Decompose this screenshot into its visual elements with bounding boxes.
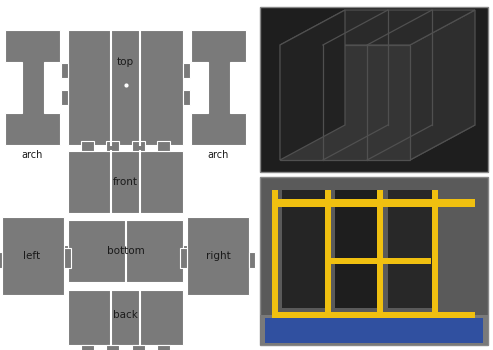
Bar	[106, 141, 119, 151]
Bar	[81, 345, 94, 350]
Bar	[157, 141, 170, 151]
Polygon shape	[280, 45, 410, 160]
Bar	[377, 190, 383, 320]
Bar	[432, 190, 438, 320]
Bar	[325, 190, 331, 320]
Bar	[61, 90, 68, 105]
Bar	[64, 248, 71, 268]
Bar	[0, 252, 2, 268]
Bar	[328, 258, 430, 264]
Text: bottom: bottom	[106, 246, 144, 256]
Bar	[260, 7, 488, 172]
Text: back: back	[113, 310, 138, 320]
Bar	[187, 217, 249, 295]
Text: left: left	[23, 251, 40, 261]
Text: arch: arch	[22, 150, 43, 160]
Bar	[132, 141, 144, 151]
Bar	[260, 315, 488, 345]
Bar	[81, 141, 94, 151]
Bar	[282, 190, 327, 308]
Bar	[132, 345, 144, 350]
Bar	[183, 245, 190, 260]
Bar	[68, 220, 183, 282]
Bar	[183, 90, 190, 105]
Bar	[106, 345, 119, 350]
Bar	[68, 30, 183, 145]
Bar	[61, 63, 68, 78]
Bar	[388, 190, 433, 308]
Bar	[335, 190, 380, 308]
Text: right: right	[206, 251, 230, 261]
Polygon shape	[410, 10, 475, 160]
Bar	[61, 245, 68, 260]
Polygon shape	[280, 10, 345, 160]
Bar	[183, 63, 190, 78]
Bar	[272, 190, 278, 320]
Bar	[260, 177, 488, 345]
Polygon shape	[280, 125, 475, 160]
Bar	[180, 248, 187, 268]
Polygon shape	[280, 10, 475, 45]
Polygon shape	[5, 30, 60, 145]
Bar	[249, 252, 255, 268]
Bar	[2, 217, 64, 295]
Text: arch: arch	[208, 150, 229, 160]
Bar	[157, 345, 170, 350]
Bar	[265, 318, 483, 343]
Bar	[68, 290, 183, 345]
Text: top: top	[117, 57, 134, 67]
Polygon shape	[191, 30, 246, 145]
Text: front: front	[113, 177, 138, 187]
Bar	[68, 151, 183, 213]
Bar	[272, 312, 475, 320]
Bar	[272, 199, 475, 207]
